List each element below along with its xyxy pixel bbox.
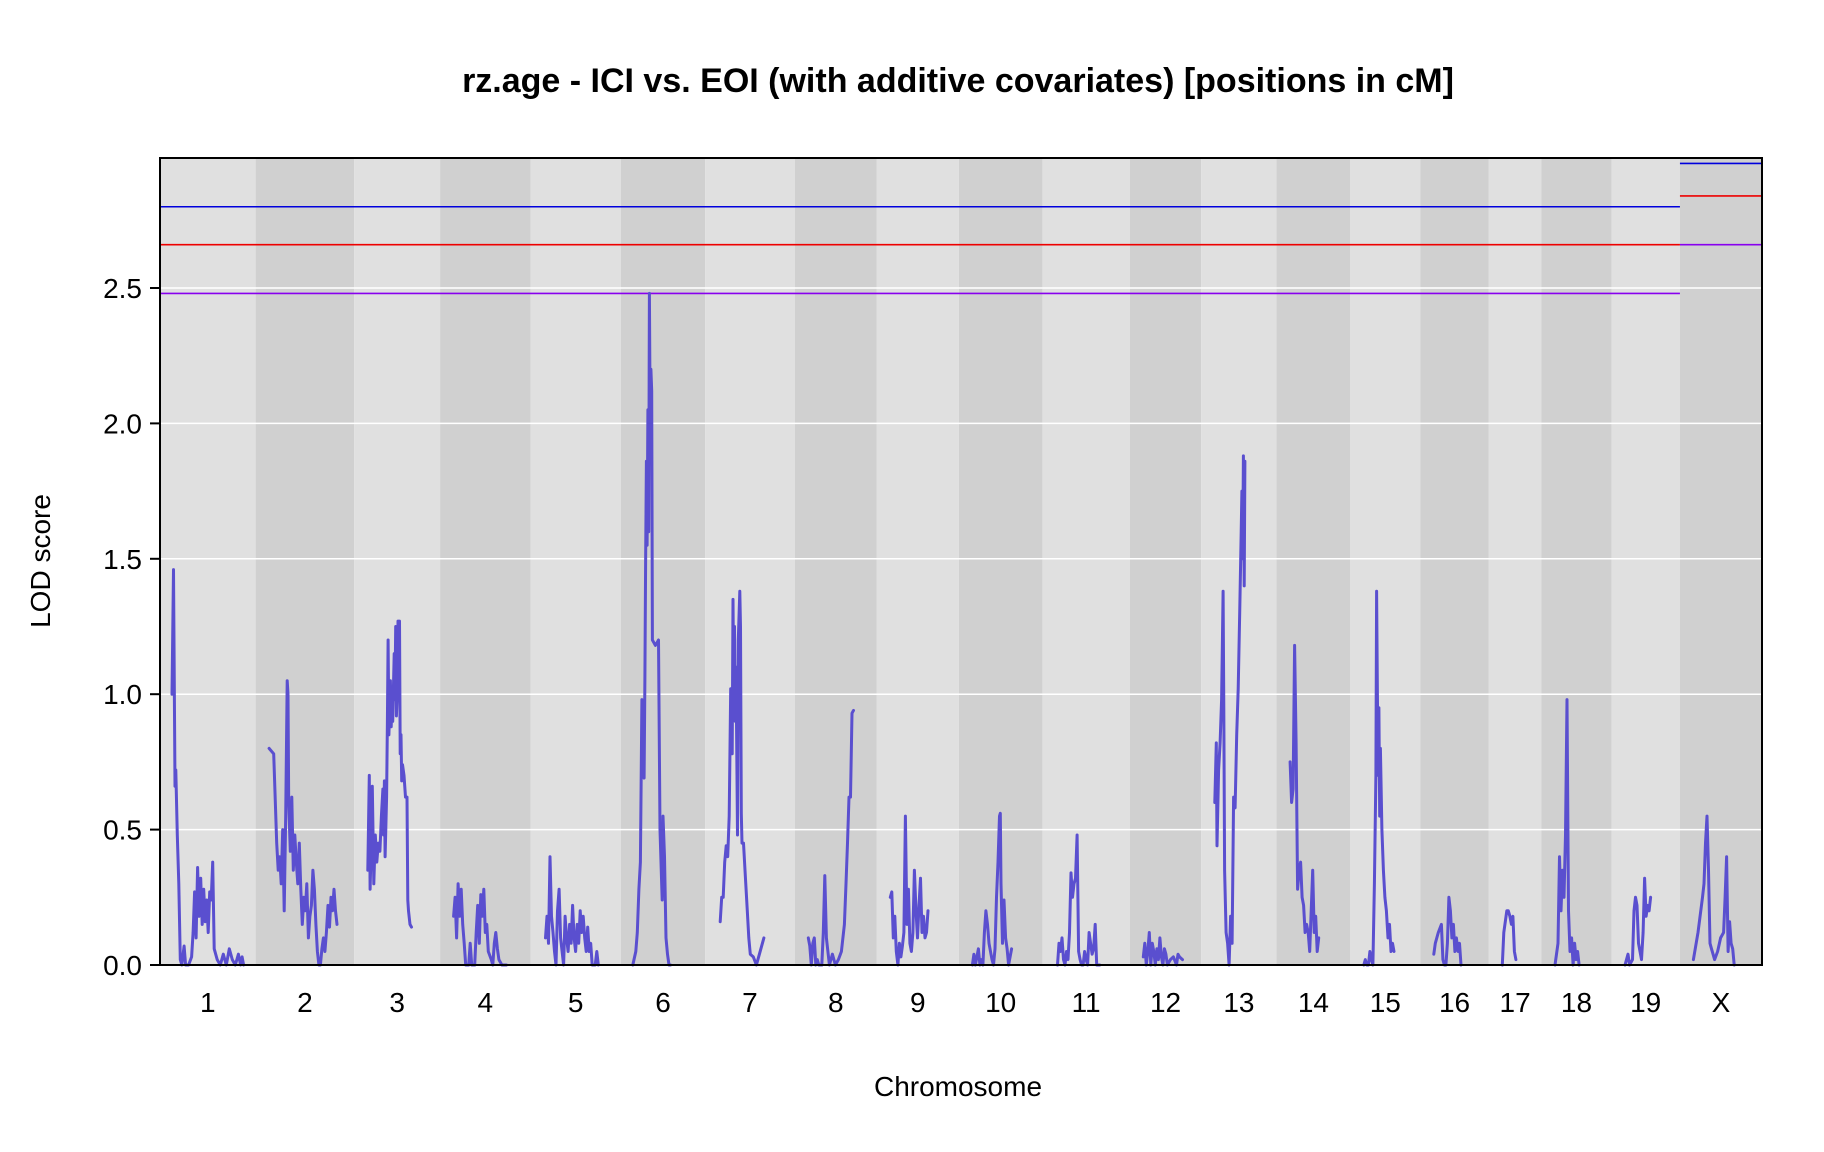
y-tick-label: 0.5: [103, 815, 142, 846]
lod-line-chr-14: [1288, 643, 1321, 953]
lod-line-chr-8: [806, 708, 855, 967]
band-chr-5: [530, 158, 621, 965]
lod-line-chr-X: [1691, 814, 1736, 967]
x-tick-label: 5: [568, 987, 584, 1018]
lod-line-chr-13: [1213, 454, 1247, 967]
x-tick-label: X: [1712, 987, 1731, 1018]
x-tick-label: 17: [1500, 987, 1531, 1018]
y-axis: 0.0 0.5 1.0 1.5 2.0 2.5: [103, 273, 160, 981]
band-chr-16: [1420, 158, 1489, 965]
chart-title: rz.age - ICI vs. EOI (with additive cova…: [462, 62, 1454, 100]
y-tick-label: 0.0: [103, 950, 142, 981]
band-chr-17: [1488, 158, 1542, 965]
x-tick-label: 1: [200, 987, 216, 1018]
x-tick-label: 2: [297, 987, 313, 1018]
threshold-lines: [160, 162, 1762, 295]
band-chr-18: [1541, 158, 1612, 965]
plot-frame: [159, 157, 1763, 966]
x-tick-label: 3: [389, 987, 405, 1018]
band-chr-9: [876, 158, 959, 965]
x-tick-label: 7: [742, 987, 758, 1018]
lod-line-chr-17: [1500, 909, 1518, 967]
lod-series: [170, 291, 1736, 967]
x-tick-label: 16: [1439, 987, 1470, 1018]
lod-line-chr-7: [718, 589, 766, 967]
lod-line-chr-10: [970, 811, 1014, 967]
lod-line-chr-16: [1432, 895, 1463, 967]
lod-line-chr-2: [267, 679, 339, 967]
y-axis-label: LOD score: [25, 494, 56, 628]
x-tick-label: 11: [1072, 987, 1101, 1018]
band-chr-4: [440, 158, 531, 965]
band-chr-2: [255, 158, 355, 965]
lod-line-chr-3: [366, 619, 413, 929]
y-tick-label: 1.0: [103, 679, 142, 710]
x-axis-label: Chromosome: [874, 1071, 1042, 1102]
band-chr-14: [1276, 158, 1351, 965]
band-chr-X: [1679, 158, 1762, 965]
band-chr-15: [1350, 158, 1421, 965]
x-tick-label: 19: [1630, 987, 1661, 1018]
x-axis: 1 2 3 4 5 6 7 8 9 10 11 12 13 14 15 16 17 18 19 X: [200, 987, 1731, 1018]
y-tick-label: 2.5: [103, 273, 142, 304]
lod-line-chr-11: [1056, 833, 1102, 967]
lod-line-chr-18: [1553, 698, 1581, 967]
x-tick-label: 4: [478, 987, 494, 1018]
x-tick-label: 15: [1370, 987, 1401, 1018]
band-chr-11: [1042, 158, 1130, 965]
lod-line-chr-1: [170, 568, 246, 967]
x-tick-label: 14: [1298, 987, 1329, 1018]
y-tick-label: 1.5: [103, 544, 142, 575]
band-chr-1: [160, 158, 256, 965]
band-chr-12: [1129, 158, 1202, 965]
band-chr-19: [1611, 158, 1680, 965]
x-tick-label: 10: [985, 987, 1016, 1018]
x-tick-label: 8: [828, 987, 844, 1018]
lod-line-chr-6: [631, 291, 672, 967]
x-tick-label: 18: [1561, 987, 1592, 1018]
lod-line-chr-12: [1141, 931, 1184, 967]
x-tick-label: 12: [1150, 987, 1181, 1018]
lod-line-chr-9: [888, 814, 930, 967]
x-tick-label: 13: [1223, 987, 1254, 1018]
chromosome-bands: [160, 158, 1762, 965]
band-chr-8: [794, 158, 877, 965]
x-tick-label: 6: [655, 987, 671, 1018]
band-chr-7: [705, 158, 795, 965]
lod-line-chr-15: [1362, 589, 1396, 967]
lod-line-chr-4: [452, 882, 508, 967]
band-chr-13: [1201, 158, 1277, 965]
x-tick-label: 9: [910, 987, 926, 1018]
y-tick-label: 2.0: [103, 408, 142, 439]
lod-line-chr-5: [544, 855, 600, 967]
lod-line-chr-19: [1623, 876, 1653, 967]
